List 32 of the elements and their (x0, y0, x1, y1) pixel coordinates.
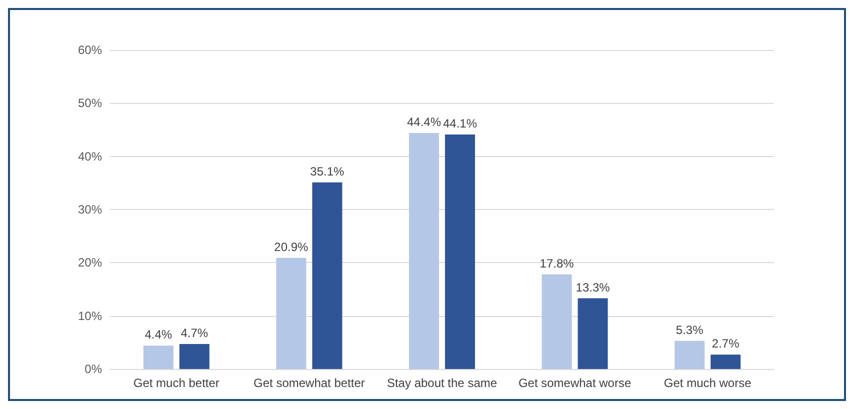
data-label: 44.1% (442, 116, 478, 131)
data-label: 44.4% (406, 114, 442, 129)
y-tick-label: 30% (78, 202, 102, 216)
data-label: 5.3% (676, 322, 704, 337)
bar (674, 340, 705, 369)
y-tick-label: 50% (78, 96, 102, 110)
bar (710, 354, 741, 369)
data-label: 2.7% (712, 336, 740, 351)
x-tick-label: Get much worse (664, 376, 752, 390)
x-tick-label: Stay about the same (386, 376, 498, 390)
bar (578, 298, 608, 369)
bar (542, 274, 572, 369)
data-label: 13.3% (576, 280, 610, 294)
y-tick-label: 0% (84, 362, 102, 376)
bar (179, 344, 210, 369)
bar (445, 134, 475, 369)
y-tick-label: 60% (78, 43, 102, 57)
y-tick-label: 20% (78, 256, 102, 270)
y-tick-label: 40% (78, 149, 102, 164)
data-label: 35.1% (310, 164, 345, 178)
x-tick-label: Get somewhat worse (518, 376, 632, 390)
x-tick-label: Get somewhat better (254, 376, 365, 390)
bar (312, 182, 342, 369)
data-label: 20.9% (274, 240, 309, 254)
x-tick-label: Get much better (133, 376, 220, 390)
data-label: 4.7% (180, 326, 208, 340)
y-tick-label: 10% (78, 308, 102, 323)
data-label: 17.8% (540, 256, 574, 270)
data-label: 4.4% (144, 328, 172, 342)
bar (409, 132, 439, 369)
bar (276, 258, 306, 369)
bar (143, 346, 174, 369)
